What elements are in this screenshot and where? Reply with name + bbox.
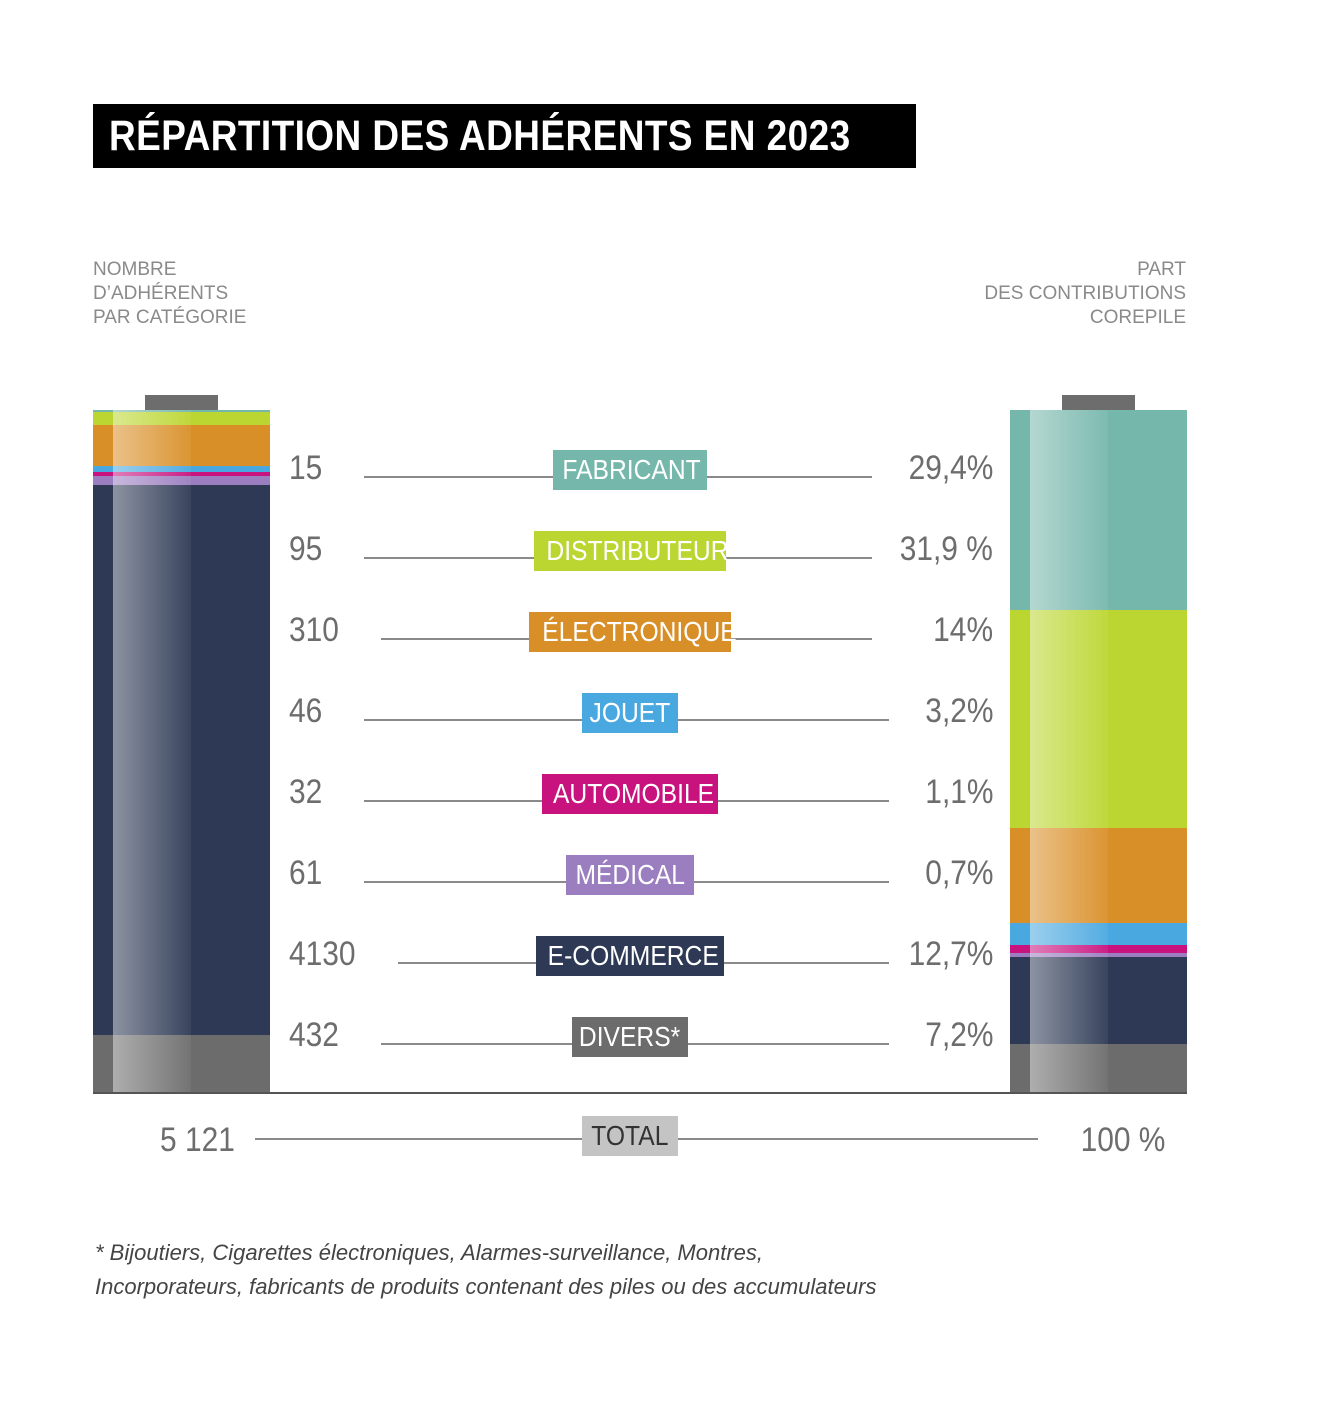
count-0: 15 [289, 449, 323, 487]
right-battery-segment-7 [1010, 1043, 1187, 1094]
percent-0: 29,4% [908, 449, 993, 487]
left-battery-segment-1 [93, 412, 270, 426]
total-count: 5 121 [160, 1121, 235, 1159]
category-label-0: FABRICANT [553, 450, 707, 490]
category-label-6: E-COMMERCE [536, 936, 724, 976]
right-battery-segment-4 [1010, 945, 1187, 954]
percent-5: 0,7% [924, 854, 993, 892]
category-label-1: DISTRIBUTEUR [534, 531, 728, 571]
left-battery-segment-0 [93, 410, 270, 413]
percent-6: 12,7% [908, 935, 993, 973]
total-percent: 100 % [1080, 1121, 1165, 1159]
left-battery [93, 410, 270, 1094]
percent-1: 31,9 % [899, 530, 993, 568]
right-battery-segment-1 [1010, 610, 1187, 829]
category-label-4: AUTOMOBILE [542, 774, 718, 814]
left-battery-segment-6 [93, 484, 270, 1036]
count-6: 4130 [289, 935, 356, 973]
right-battery-cap [1062, 395, 1135, 410]
percent-3: 3,2% [924, 692, 993, 730]
chart-title: RÉPARTITION DES ADHÉRENTS EN 2023 [109, 112, 851, 160]
category-label-7: DIVERS* [572, 1017, 688, 1057]
count-2: 310 [289, 611, 339, 649]
count-5: 61 [289, 854, 323, 892]
total-label: TOTAL [582, 1116, 678, 1156]
category-label-2: ÉLECTRONIQUE [529, 612, 737, 652]
left-battery-segment-4 [93, 472, 270, 477]
right-battery-segment-2 [1010, 827, 1187, 924]
count-3: 46 [289, 692, 323, 730]
percent-2: 14% [933, 611, 993, 649]
left-battery-segment-2 [93, 424, 270, 467]
left-battery-segment-7 [93, 1035, 270, 1094]
right-battery-segment-5 [1010, 952, 1187, 958]
footnote: * Bijoutiers, Cigarettes électroniques, … [95, 1240, 877, 1299]
count-4: 32 [289, 773, 323, 811]
category-label-3: JOUET [582, 693, 678, 733]
right-battery-segment-6 [1010, 957, 1187, 1045]
right-battery [1010, 410, 1187, 1094]
percent-4: 1,1% [924, 773, 993, 811]
count-1: 95 [289, 530, 323, 568]
title-box: RÉPARTITION DES ADHÉRENTS EN 2023 [93, 104, 916, 168]
left-header: NOMBRE D’ADHÉRENTS PAR CATÉGORIE [93, 259, 247, 328]
right-battery-segment-0 [1010, 410, 1187, 611]
baseline [93, 1092, 1187, 1094]
left-battery-segment-3 [93, 466, 270, 473]
count-7: 432 [289, 1016, 339, 1054]
left-battery-cap [145, 395, 218, 410]
category-label-5: MÉDICAL [566, 855, 694, 895]
percent-7: 7,2% [924, 1016, 993, 1054]
right-battery-segment-3 [1010, 923, 1187, 946]
right-header: PART DES CONTRIBUTIONS COREPILE [984, 259, 1186, 328]
left-battery-segment-5 [93, 476, 270, 486]
